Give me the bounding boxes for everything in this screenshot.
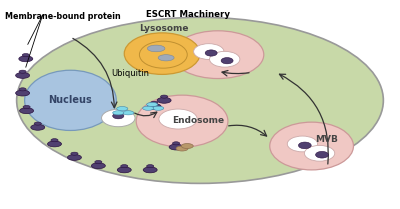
Ellipse shape xyxy=(22,54,29,57)
Ellipse shape xyxy=(121,165,128,168)
Ellipse shape xyxy=(25,70,116,130)
Ellipse shape xyxy=(172,142,180,145)
Ellipse shape xyxy=(17,17,383,183)
Ellipse shape xyxy=(181,144,193,149)
Ellipse shape xyxy=(152,106,164,110)
Ellipse shape xyxy=(19,88,26,91)
Text: MVB: MVB xyxy=(315,135,338,144)
Text: Endosome: Endosome xyxy=(172,116,224,125)
Ellipse shape xyxy=(113,111,124,115)
Ellipse shape xyxy=(136,95,228,147)
Ellipse shape xyxy=(16,90,30,96)
Circle shape xyxy=(159,109,197,129)
Ellipse shape xyxy=(150,101,158,104)
Circle shape xyxy=(287,136,318,152)
Ellipse shape xyxy=(48,141,62,147)
Ellipse shape xyxy=(19,70,26,73)
Circle shape xyxy=(194,44,224,59)
Ellipse shape xyxy=(51,139,58,142)
Ellipse shape xyxy=(157,97,171,103)
Ellipse shape xyxy=(147,104,161,110)
Ellipse shape xyxy=(117,167,131,173)
Ellipse shape xyxy=(147,45,165,52)
Ellipse shape xyxy=(160,95,168,98)
Text: Lysosome: Lysosome xyxy=(139,24,189,33)
Circle shape xyxy=(113,113,124,119)
Text: Nucleus: Nucleus xyxy=(48,95,92,105)
Circle shape xyxy=(210,51,240,67)
Text: ESCRT Machinery: ESCRT Machinery xyxy=(146,10,230,19)
Ellipse shape xyxy=(16,73,30,78)
Circle shape xyxy=(102,109,135,127)
Ellipse shape xyxy=(68,154,82,160)
Ellipse shape xyxy=(158,55,174,61)
Ellipse shape xyxy=(71,152,78,155)
Circle shape xyxy=(221,58,233,64)
Ellipse shape xyxy=(123,111,134,115)
Ellipse shape xyxy=(117,107,128,111)
Ellipse shape xyxy=(172,31,264,79)
Ellipse shape xyxy=(143,167,157,173)
Ellipse shape xyxy=(176,146,188,151)
Ellipse shape xyxy=(91,163,105,169)
Circle shape xyxy=(316,151,328,158)
Ellipse shape xyxy=(124,33,200,74)
Circle shape xyxy=(304,145,335,161)
Ellipse shape xyxy=(31,124,45,130)
Ellipse shape xyxy=(95,161,102,164)
Text: Ubiquitin: Ubiquitin xyxy=(112,69,150,78)
Ellipse shape xyxy=(169,144,183,150)
Ellipse shape xyxy=(19,56,33,62)
Ellipse shape xyxy=(23,105,30,108)
Ellipse shape xyxy=(146,102,158,107)
Circle shape xyxy=(205,50,217,56)
Ellipse shape xyxy=(20,108,34,114)
Circle shape xyxy=(298,142,311,149)
Ellipse shape xyxy=(142,106,154,110)
Text: Membrane-bound protein: Membrane-bound protein xyxy=(5,12,120,21)
Ellipse shape xyxy=(270,122,354,170)
Ellipse shape xyxy=(34,122,41,125)
Ellipse shape xyxy=(146,165,154,168)
